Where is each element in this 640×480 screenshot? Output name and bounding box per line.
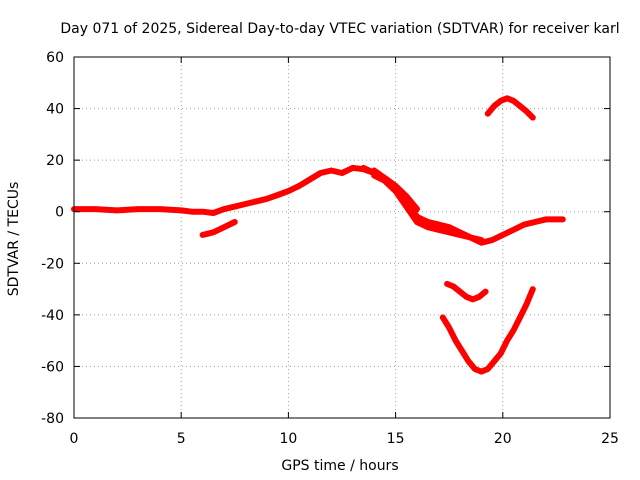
y-tick-label: 40 bbox=[46, 102, 64, 118]
plot-frame bbox=[73, 56, 611, 419]
series-low-arc bbox=[199, 219, 238, 238]
x-tick-label: 5 bbox=[177, 431, 186, 447]
y-tick-label: 0 bbox=[55, 205, 64, 221]
chart-title: Day 071 of 2025, Sidereal Day-to-day VTE… bbox=[60, 21, 619, 37]
series-track-b bbox=[371, 172, 485, 244]
axis-ticks: 0 5 10 15 20 25 -80 -60 -40 -20 0 20 40 60 bbox=[41, 50, 619, 447]
x-tick-label: 0 bbox=[70, 431, 79, 447]
x-tick-label: 15 bbox=[387, 431, 405, 447]
y-tick-label: 20 bbox=[46, 153, 64, 169]
data-series bbox=[71, 95, 566, 375]
series-main-track bbox=[71, 164, 566, 246]
y-tick-label: -20 bbox=[41, 256, 64, 272]
series-arc-minus30 bbox=[444, 280, 489, 303]
grid bbox=[74, 57, 610, 418]
x-tick-label: 20 bbox=[494, 431, 512, 447]
y-axis-title: SDTVAR / TECUs bbox=[6, 182, 22, 297]
y-tick-label: -80 bbox=[41, 411, 64, 427]
y-tick-label: -40 bbox=[41, 308, 64, 324]
x-tick-label: 10 bbox=[279, 431, 297, 447]
y-tick-label: -60 bbox=[41, 359, 64, 375]
x-tick-label: 25 bbox=[601, 431, 619, 447]
series-track-c bbox=[360, 164, 420, 213]
x-axis-title: GPS time / hours bbox=[281, 458, 398, 474]
series-arc-minus60 bbox=[439, 286, 536, 375]
series-arc-40 bbox=[484, 95, 536, 121]
y-tick-label: 60 bbox=[46, 50, 64, 66]
